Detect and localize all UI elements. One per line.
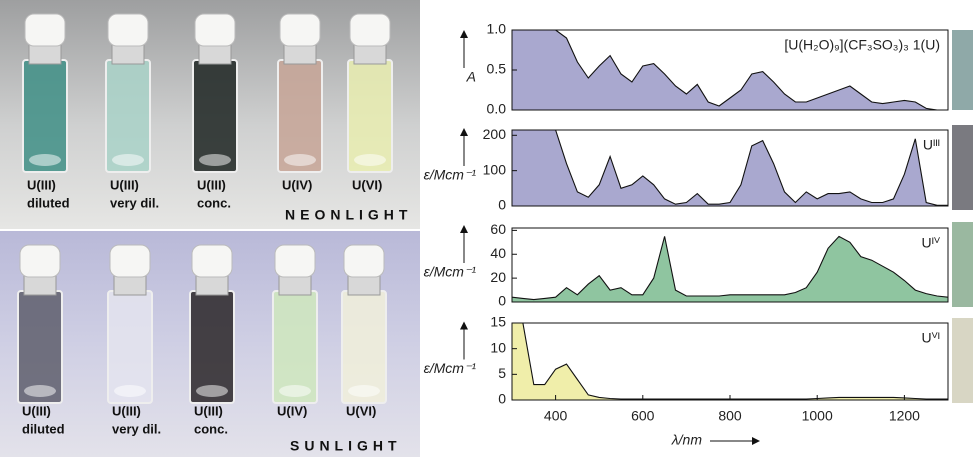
y-tick-label: 0.0 [487,101,507,117]
sample-label: diluted [22,421,65,436]
area-fill [512,236,948,302]
y-tick-label: 200 [483,126,507,142]
lighting-caption: NEONLIGHT [285,207,412,223]
sample-label: U(III) [22,403,51,418]
cuvette-cap [344,245,384,277]
sample-label: conc. [194,421,228,436]
cropped-photo [952,318,973,403]
cuvette-cap [110,245,150,277]
y-axis-label: A [466,69,476,85]
sample-label: diluted [27,195,70,210]
sample-label: very dil. [110,195,159,210]
y-tick-label: 0 [498,197,506,213]
panel-annotation: Uⱽᴵ [922,330,940,346]
x-tick-label: 1200 [889,408,920,424]
sample-label: very dil. [112,421,161,436]
y-tick-label: 5 [498,365,506,381]
cuvette-cap [350,14,390,46]
y-tick-label: 10 [490,339,506,355]
area-fill [512,323,948,400]
y-tick-label: 1.0 [487,21,507,37]
figure: U(III) diluted U(III) very dil. U(III) conc. U… [0,0,973,457]
lighting-caption: SUNLIGHT [290,438,402,454]
x-arrowhead [752,437,760,445]
sample-label: U(III) [27,177,56,192]
y-axis-label: ε/Mcm⁻¹ [424,264,477,280]
cuvette-bottom [348,385,380,397]
y-tick-label: 60 [490,221,506,237]
y-arrowhead [460,225,468,233]
area-fill [512,130,948,206]
y-arrowhead [460,128,468,136]
cropped-photo [952,125,973,210]
cuvette-bottom [284,154,316,166]
sample-label: U(III) [194,403,223,418]
sample-label: U(III) [197,177,226,192]
y-tick-label: 0.5 [487,61,507,77]
sample-label: U(IV) [282,177,312,192]
cuvette-bottom [24,385,56,397]
sample-label: U(VI) [346,403,376,418]
cuvette-cap [25,14,65,46]
y-tick-label: 20 [490,269,506,285]
cuvette-cap [195,14,235,46]
x-tick-label: 1000 [802,408,833,424]
cuvette-bottom [196,385,228,397]
cuvette-cap [280,14,320,46]
cuvette-cap [20,245,60,277]
sample-label: U(III) [110,177,139,192]
panel-annotation: [U(H₂O)₉](CF₃SO₃)₃ 1(U) [784,37,940,53]
sample-label: conc. [197,195,231,210]
sample-label: U(IV) [277,403,307,418]
cuvette-bottom [354,154,386,166]
y-tick-label: 40 [490,245,506,261]
sample-label: U(III) [112,403,141,418]
cuvette-cap [192,245,232,277]
cuvette-bottom [279,385,311,397]
y-axis-label: ε/Mcm⁻¹ [424,360,477,376]
y-arrowhead [460,30,468,38]
cropped-photo [952,30,973,110]
cuvette-bottom [114,385,146,397]
y-tick-label: 100 [483,161,507,177]
cuvette-bottom [29,154,61,166]
x-tick-label: 600 [631,408,655,424]
x-tick-label: 800 [718,408,742,424]
cuvette-bottom [199,154,231,166]
cuvette-cap [275,245,315,277]
y-tick-label: 0 [498,391,506,407]
panel-annotation: Uᴵᴵᴵ [923,137,940,153]
x-tick-label: 400 [544,408,568,424]
cuvette-cap [108,14,148,46]
y-arrowhead [460,322,468,330]
x-axis-label: λ/nm [671,432,703,448]
cuvette-bottom [112,154,144,166]
y-tick-label: 0 [498,293,506,309]
cropped-photo [952,222,973,307]
y-axis-label: ε/Mcm⁻¹ [424,167,477,183]
y-tick-label: 15 [490,314,506,330]
panel-annotation: Uᴵⱽ [922,235,940,251]
sample-label: U(VI) [352,177,382,192]
